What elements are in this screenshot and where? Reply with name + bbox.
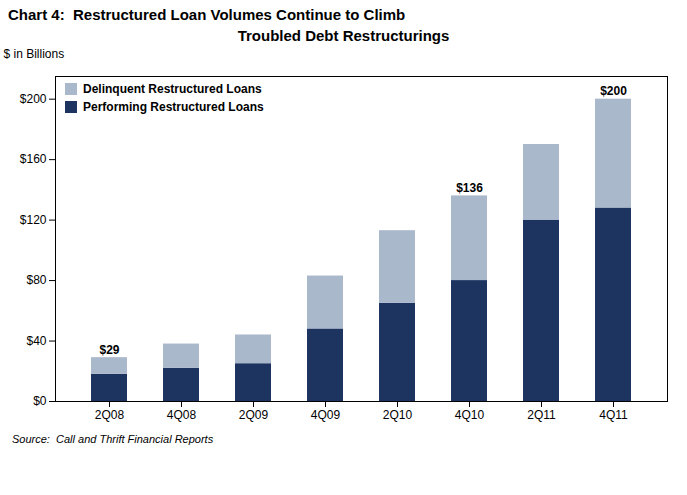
- svg-text:$0: $0: [33, 394, 47, 408]
- svg-text:$80: $80: [26, 273, 46, 287]
- svg-text:$200: $200: [600, 84, 627, 98]
- svg-text:$120: $120: [20, 213, 47, 227]
- svg-text:$160: $160: [20, 152, 47, 166]
- html-text:Delinquent Restructured Loans: Delinquent Restructured Loans: [83, 82, 262, 96]
- svg-text:$136: $136: [456, 181, 483, 195]
- html-text:Source: Call and Thrift Financ: Source: Call and Thrift Financial Report…: [12, 433, 214, 445]
- svg-text:2Q10: 2Q10: [383, 408, 413, 422]
- svg-text:2Q09: 2Q09: [239, 408, 269, 422]
- svg-text:4Q11: 4Q11: [599, 408, 628, 422]
- svg-text:4Q09: 4Q09: [311, 408, 341, 422]
- svg-text:2Q11: 2Q11: [527, 408, 556, 422]
- svg-text:4Q10: 4Q10: [455, 408, 485, 422]
- svg-text:$ in Billions: $ in Billions: [4, 47, 65, 61]
- html-text:Chart 4: Restructured Loan Vol: Chart 4: Restructured Loan Volumes Conti…: [8, 6, 406, 23]
- html-text:Performing Restructured Loans: Performing Restructured Loans: [83, 100, 264, 114]
- svg-text:$40: $40: [26, 334, 46, 348]
- svg-text:$29: $29: [99, 343, 119, 357]
- svg-text:$200: $200: [20, 92, 47, 106]
- svg-text:4Q08: 4Q08: [167, 408, 197, 422]
- html-text:Troubled Debt Restructurings: Troubled Debt Restructurings: [237, 27, 450, 44]
- svg-text:2Q08: 2Q08: [95, 408, 125, 422]
